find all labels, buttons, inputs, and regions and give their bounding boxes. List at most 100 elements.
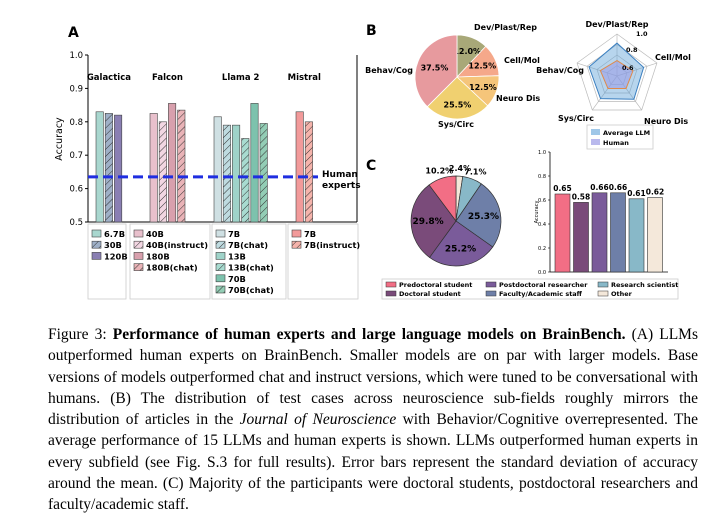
legend-swatch — [133, 252, 144, 260]
panel-b-radar: Dev/Plast/Rep Cell/Mol Neuro Dis Sys/Circ Be… — [536, 20, 691, 150]
radar-axis-label: Cell/Mol — [655, 53, 691, 62]
c-legend-swatch — [385, 281, 397, 288]
legend-swatch — [291, 229, 302, 238]
bar-value-label: 0.66 — [590, 183, 609, 192]
c-legend-swatch — [485, 290, 497, 297]
bar-value-label: 0.66 — [609, 183, 628, 192]
panel-a-ylabel: Accuracy — [54, 117, 65, 161]
legend-swatch-hatch — [92, 241, 101, 249]
bar-galactica-120b — [114, 114, 123, 223]
legend-label: 40B(instruct) — [146, 240, 208, 250]
bar-mistral-7b — [295, 111, 304, 223]
legend-swatch — [91, 229, 102, 238]
y-tick-label: 0.7 — [69, 151, 83, 161]
radar-grid — [596, 54, 638, 94]
y-tick-label: 1.0 — [69, 51, 83, 61]
pie-slice-predoctoral-student — [428, 175, 457, 223]
caption-text-2: with Behavior/Cognitive overrepresented.… — [48, 411, 698, 514]
human-label-2: experts — [322, 181, 361, 191]
c-y-tick-label: 0.8 — [538, 174, 546, 180]
pie-value-label: 37.5% — [421, 64, 449, 73]
legend-swatch-hatch — [216, 241, 225, 249]
radar-axis-label: Sys/Circ — [558, 114, 594, 123]
pie-category-label: Sys/Circ — [438, 120, 474, 129]
bar-faculty-academic-staff — [610, 192, 626, 273]
radar-legend-label: Human — [603, 139, 629, 147]
pie-value-label: 7.1% — [464, 168, 486, 177]
figure-caption: Figure 3: Performance of human experts a… — [48, 324, 698, 516]
y-tick-label: 0.5 — [69, 218, 83, 228]
c-legend-label: Faculty/Academic staff — [499, 290, 583, 298]
legend-label: 180B — [146, 251, 170, 261]
c-legend-label: Postdoctoral researcher — [499, 281, 588, 289]
c-legend-swatch — [485, 281, 497, 288]
legend-label: 13B(chat) — [228, 263, 274, 273]
c-legend-swatch — [597, 290, 609, 297]
radar-axis-label: Neuro Dis — [644, 117, 688, 126]
caption-prefix: Figure 3: — [48, 326, 113, 343]
c-legend-label: Other — [611, 290, 633, 298]
legend-label: 7B(chat) — [228, 240, 268, 250]
pie-slice-behav-cog — [414, 34, 458, 108]
family-label: Falcon — [152, 73, 183, 83]
pie-value-label: 25.3% — [468, 212, 499, 222]
legend-label: 30B — [104, 240, 122, 250]
legend-label: 13B — [228, 251, 246, 261]
radar-axis-label: Dev/Plast/Rep — [585, 20, 648, 29]
radar-legend-label: Average LLM — [603, 129, 650, 137]
y-tick-label: 0.9 — [69, 84, 83, 94]
legend-box-falcon — [129, 223, 211, 300]
radar-grid — [576, 33, 658, 111]
bar-hatch — [159, 121, 167, 222]
bar-value-label: 0.65 — [553, 184, 572, 193]
c-y-tick-label: 0.4 — [538, 222, 546, 228]
legend-swatch — [215, 274, 226, 283]
radar-axis-label: Behav/Cog — [536, 66, 584, 75]
legend-swatch-hatch — [216, 286, 225, 293]
pie-value-label: 2.4% — [449, 164, 471, 173]
radar-tick: 0.8 — [626, 46, 638, 54]
bar-llama-2-7b — [213, 116, 222, 223]
figure-3: A Accuracy 0.5 0.6 0.7 0.8 0.9 1.0 Galactica F… — [54, 20, 691, 300]
human-label-1: Human — [322, 170, 358, 180]
bar-doctoral-student — [573, 202, 589, 273]
legend-label: 7B — [304, 229, 316, 239]
legend-label: 70B — [228, 274, 246, 284]
panel-a: A Accuracy 0.5 0.6 0.7 0.8 0.9 1.0 Galactica F… — [54, 25, 361, 300]
pie-value-label: 25.2% — [445, 245, 476, 255]
radar-tick: 0.6 — [622, 64, 634, 72]
y-tick-label: 0.8 — [69, 118, 83, 128]
family-label: Llama 2 — [222, 73, 260, 83]
c-legend-label: Doctoral student — [399, 290, 461, 298]
bar-hatch — [223, 125, 231, 222]
pie-slice-postdoctoral-researcher — [429, 220, 494, 267]
pie-category-label: Neuro Dis — [496, 94, 540, 103]
bar-value-label: 0.62 — [646, 188, 665, 197]
c-legend-swatch — [385, 290, 397, 297]
caption-title: Performance of human experts and large l… — [112, 326, 626, 343]
bar-hatch — [241, 138, 249, 222]
bar-postdoctoral-researcher — [591, 192, 608, 273]
pie-category-label: Cell/Mol — [504, 56, 540, 65]
legend-swatch-hatch — [134, 263, 143, 271]
c-legend-label: Research scientist — [611, 281, 678, 289]
radar-tick: 1.0 — [636, 30, 648, 38]
bar-research-scientist — [628, 198, 645, 273]
family-label: Galactica — [87, 73, 131, 83]
bar-hatch — [105, 113, 113, 222]
legend-label: 40B — [146, 229, 164, 239]
c-y-tick-label: 0.2 — [538, 246, 546, 252]
bar-hatch — [305, 121, 313, 222]
caption-journal: Journal of Neuroscience — [239, 411, 397, 429]
bar-falcon-180b — [168, 103, 177, 223]
bar-hatch — [260, 123, 268, 222]
caption-text-1: (A) LLMs outperformed human experts on B… — [48, 326, 698, 429]
legend-label: 6.7B — [104, 229, 125, 239]
pie-value-label: 29.8% — [412, 217, 443, 227]
pie-slice-faculty-academic-staff — [455, 183, 502, 248]
legend-label: 180B(chat) — [146, 263, 198, 273]
pie-value-label: 10.2% — [425, 167, 453, 176]
legend-label: 70B(chat) — [228, 285, 274, 295]
radar-series-human — [599, 60, 634, 89]
